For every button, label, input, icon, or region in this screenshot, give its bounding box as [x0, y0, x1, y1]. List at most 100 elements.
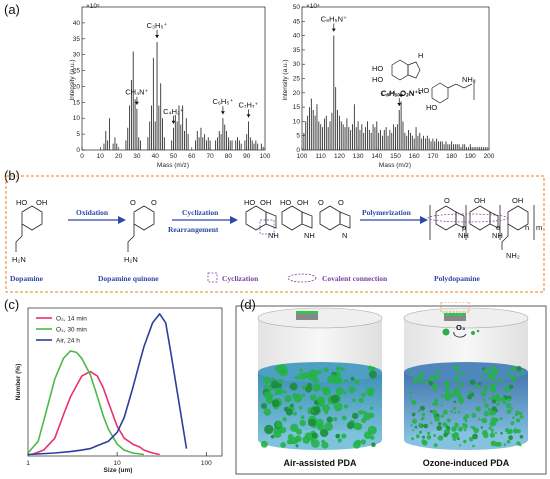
pda-particle	[336, 366, 342, 371]
right-x-axis-label: Mass (m/z)	[379, 162, 411, 169]
pda-particle	[501, 397, 506, 402]
pda-particle	[490, 387, 495, 392]
rearrangement-label: Rearrangement	[168, 225, 219, 234]
pda-particle	[343, 391, 347, 395]
int2-oh: OH	[297, 198, 308, 207]
pda-particle	[499, 417, 503, 421]
pda-particle	[419, 431, 422, 434]
pda-particle	[458, 397, 464, 404]
quinone-o-2: O	[151, 198, 157, 207]
size-y-axis-label: Number (%)	[15, 364, 22, 400]
int3-o: O	[318, 198, 324, 207]
y-tick-label: 40	[73, 20, 81, 27]
pda-particle	[320, 428, 329, 437]
pda-particle	[491, 406, 497, 412]
pda-particle	[422, 435, 425, 439]
pda-particle	[508, 435, 513, 441]
x-tick-label: 10	[114, 460, 122, 467]
pda-particle	[484, 403, 489, 408]
int1-oh: OH	[260, 198, 271, 207]
c8h11o2n-arrowhead	[399, 94, 404, 98]
pda-nh: NH	[492, 231, 503, 240]
pda-particle	[294, 375, 299, 380]
y-tick-label: 35	[293, 47, 301, 54]
x-tick-label: 130	[353, 153, 364, 160]
pda-sub-p: p	[462, 223, 466, 232]
pda-particle	[283, 390, 287, 394]
pda-particle	[457, 410, 461, 414]
pda-particle	[312, 383, 321, 392]
dopamine-quinone-molecule	[127, 205, 155, 252]
dopamine-nh-label: NH₂	[462, 75, 476, 84]
pda-particle	[503, 443, 507, 446]
pda-particle	[510, 366, 516, 372]
y-tick-label: 30	[293, 61, 301, 68]
pda-particle	[367, 425, 377, 435]
y-tick-label: 0	[76, 147, 80, 154]
panel-c-chart: 1 10 100 Number (%) Size (um) O₃, 14 minO₃…	[15, 307, 223, 474]
panel-d-border	[235, 305, 547, 475]
pda-particle	[411, 437, 414, 441]
pda-particle	[263, 391, 271, 399]
pda-particle	[316, 369, 322, 375]
x-tick-label: 1	[26, 460, 30, 467]
x-tick-label: 120	[334, 153, 345, 160]
pda-particle	[434, 374, 440, 380]
c8h10o2n-label: C₈H₁₀O₂N⁺	[380, 89, 418, 98]
pda-particle	[463, 428, 467, 432]
reaction-arrow-icon	[453, 331, 467, 338]
pda-particle	[494, 431, 498, 434]
pda-particle	[299, 368, 303, 372]
cyclization-arrowhead	[230, 216, 238, 224]
pda-particle	[490, 440, 497, 447]
pda-sub-m: m	[536, 223, 542, 232]
pda-particle	[310, 437, 315, 442]
dopamine-label: Dopamine	[10, 274, 44, 283]
pda-particle	[341, 367, 345, 371]
x-tick-label: 100	[260, 153, 271, 160]
oxidation-label: Oxidation	[76, 208, 109, 217]
pda-particle	[463, 439, 467, 444]
pda-particle	[491, 399, 496, 404]
pda-particle	[275, 365, 283, 373]
indoline-h2-label: H	[418, 51, 423, 60]
y-tick-label: 20	[293, 90, 301, 97]
pda-particle	[419, 405, 425, 411]
pda-particle	[280, 442, 286, 448]
left-substrate	[296, 314, 318, 320]
pda-particle	[472, 433, 478, 440]
pda-particle	[500, 431, 503, 435]
y-tick-label: 25	[293, 76, 301, 83]
pda-particle	[412, 429, 415, 432]
indoline-ho-2: HO	[372, 75, 383, 84]
int3-n: N	[342, 231, 347, 240]
x-tick-label: 60	[188, 153, 196, 160]
y-tick-label: 25	[73, 68, 81, 75]
pda-particle	[335, 434, 340, 439]
pda-particle	[296, 428, 302, 435]
pda-particle	[449, 393, 455, 398]
pda-particle	[451, 433, 457, 439]
pda-particle	[508, 384, 514, 390]
pda-particle	[483, 385, 489, 391]
oxidation-arrowhead	[118, 216, 126, 224]
pda-particle	[477, 418, 481, 421]
pda-particle	[428, 381, 434, 386]
right-y-ticks: 0 5 10 15 20 25 30 35 40 45 50	[293, 4, 305, 154]
pda-particle	[341, 415, 347, 421]
pda-sub-n: n	[525, 223, 529, 232]
size-distribution-curves	[27, 313, 188, 456]
pda-particle	[515, 410, 520, 415]
pda-particle	[276, 387, 284, 395]
pda-particle	[299, 419, 306, 427]
x-tick-label: 30	[133, 153, 141, 160]
pda-particle	[341, 433, 347, 439]
legend-covalent-label: Covalent connection	[322, 274, 388, 283]
pda-particle	[360, 439, 366, 445]
legend-cyclization-box	[207, 272, 218, 283]
pda-particle	[453, 376, 460, 382]
pda-particle	[454, 387, 460, 393]
series-curve	[31, 370, 160, 456]
pda-particle	[446, 426, 450, 430]
